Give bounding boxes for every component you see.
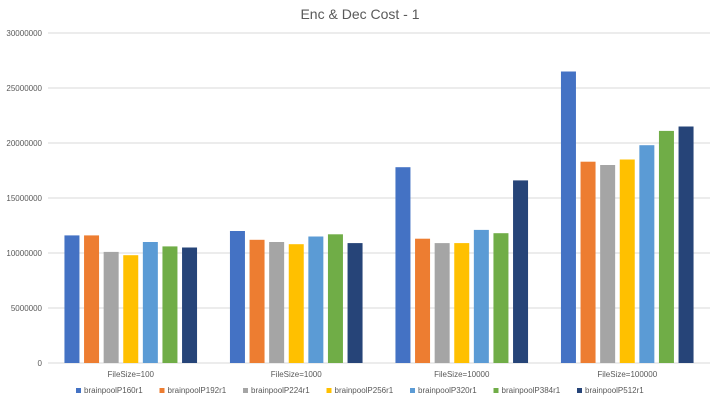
bar-brainpoolP384r1-0 — [162, 246, 178, 363]
bar-brainpoolP224r1-1 — [269, 242, 285, 363]
legend-label: brainpoolP160r1 — [84, 386, 143, 395]
bar-brainpoolP192r1-0 — [84, 235, 100, 363]
bar-brainpoolP320r1-3 — [639, 145, 655, 363]
y-tick-label: 0 — [38, 359, 43, 368]
y-tick-label: 5000000 — [11, 304, 43, 313]
bar-brainpoolP384r1-2 — [493, 233, 509, 363]
legend-item-brainpoolP384r1: brainpoolP384r1 — [493, 386, 561, 395]
legend-label: brainpoolP384r1 — [502, 386, 561, 395]
bar-brainpoolP160r1-1 — [229, 231, 245, 363]
bar-brainpoolP512r1-1 — [347, 243, 363, 363]
legend-label: brainpoolP192r1 — [168, 386, 227, 395]
x-category-label: FileSize=10000 — [434, 370, 490, 379]
x-category-label: FileSize=1000 — [271, 370, 322, 379]
bar-brainpoolP512r1-2 — [513, 180, 529, 363]
legend-item-brainpoolP320r1: brainpoolP320r1 — [410, 386, 477, 395]
y-tick-label: 30000000 — [6, 29, 42, 38]
bar-brainpoolP320r1-2 — [473, 229, 489, 363]
x-axis-category-labels: FileSize=100 FileSize=1000 FileSize=10000 F… — [108, 370, 658, 379]
bar-brainpoolP224r1-0 — [103, 251, 119, 363]
legend: brainpoolP160r1 brainpoolP192r1 brainpoolP… — [76, 386, 644, 395]
bar-brainpoolP256r1-2 — [454, 243, 470, 363]
bar-brainpoolP256r1-1 — [288, 244, 304, 363]
bar-brainpoolP192r1-1 — [249, 239, 265, 363]
bar-brainpoolP320r1-1 — [308, 236, 324, 363]
bar-brainpoolP384r1-1 — [327, 234, 343, 363]
legend-label: brainpoolP320r1 — [418, 386, 477, 395]
y-tick-label: 10000000 — [6, 249, 42, 258]
legend-item-brainpoolP192r1: brainpoolP192r1 — [159, 386, 227, 395]
y-tick-label: 15000000 — [6, 194, 42, 203]
bars — [64, 71, 694, 363]
legend-item-brainpoolP160r1: brainpoolP160r1 — [76, 386, 143, 395]
y-tick-label: 25000000 — [6, 84, 42, 93]
bar-brainpoolP224r1-3 — [600, 165, 616, 363]
x-category-label: FileSize=100000 — [597, 370, 657, 379]
legend-item-brainpoolP512r1: brainpoolP512r1 — [577, 386, 644, 395]
bar-brainpoolP160r1-0 — [64, 235, 80, 363]
bar-brainpoolP256r1-3 — [619, 159, 635, 363]
x-category-label: FileSize=100 — [108, 370, 155, 379]
legend-swatch — [410, 388, 415, 393]
legend-swatch — [159, 388, 165, 393]
y-tick-label: 20000000 — [6, 139, 42, 148]
legend-swatch — [76, 388, 81, 393]
bar-brainpoolP192r1-3 — [580, 161, 596, 363]
legend-label: brainpoolP224r1 — [251, 386, 310, 395]
gridlines — [48, 32, 710, 364]
legend-swatch — [243, 388, 248, 393]
legend-swatch — [326, 388, 332, 393]
bar-brainpoolP256r1-0 — [123, 255, 139, 363]
y-axis-tick-labels: 0 5000000 10000000 15000000 20000000 25000000… — [6, 29, 42, 368]
legend-label: brainpoolP256r1 — [335, 386, 394, 395]
bar-brainpoolP384r1-3 — [658, 130, 674, 363]
legend-item-brainpoolP224r1: brainpoolP224r1 — [243, 386, 310, 395]
legend-swatch — [577, 388, 582, 393]
bar-brainpoolP512r1-3 — [678, 126, 694, 363]
bar-brainpoolP224r1-2 — [434, 243, 450, 363]
bar-brainpoolP512r1-0 — [182, 247, 198, 363]
bar-brainpoolP192r1-2 — [415, 238, 431, 363]
bar-brainpoolP320r1-0 — [142, 242, 158, 363]
bar-brainpoolP160r1-3 — [560, 71, 576, 363]
legend-item-brainpoolP256r1: brainpoolP256r1 — [326, 386, 394, 395]
legend-swatch — [493, 388, 499, 393]
chart-title: Enc & Dec Cost - 1 — [300, 6, 419, 22]
bar-brainpoolP160r1-2 — [395, 167, 411, 363]
legend-label: brainpoolP512r1 — [585, 386, 644, 395]
